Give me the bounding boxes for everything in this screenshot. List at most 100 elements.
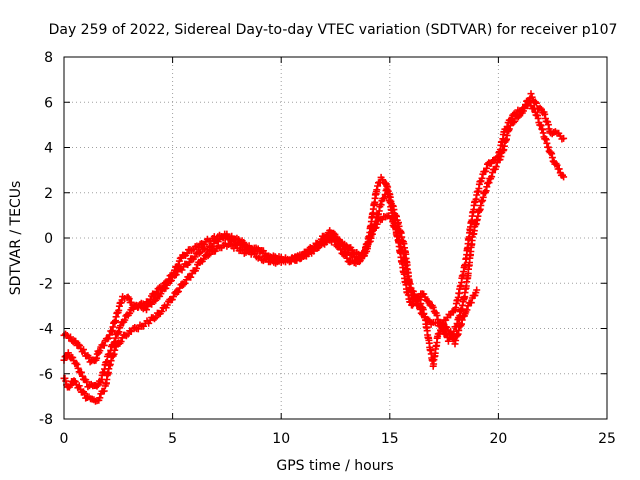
data-point bbox=[355, 258, 363, 266]
data-point bbox=[506, 122, 514, 130]
data-point bbox=[204, 252, 212, 260]
data-point bbox=[380, 194, 388, 202]
data-point bbox=[483, 164, 491, 172]
data-point bbox=[72, 359, 80, 367]
data-point bbox=[100, 341, 108, 349]
data-point bbox=[100, 387, 108, 395]
data-point bbox=[80, 346, 87, 354]
data-point bbox=[553, 161, 561, 169]
data-point bbox=[195, 249, 203, 257]
y-tick-label: 2 bbox=[44, 186, 53, 202]
data-point bbox=[360, 249, 368, 257]
data-point bbox=[510, 118, 518, 126]
x-axis-label: GPS time / hours bbox=[276, 458, 393, 474]
data-point bbox=[497, 153, 505, 161]
x-tick-label: 5 bbox=[168, 431, 177, 447]
data-point bbox=[536, 104, 544, 112]
data-point bbox=[126, 309, 134, 317]
data-point bbox=[157, 290, 165, 298]
data-point bbox=[193, 265, 200, 272]
data-point bbox=[180, 281, 187, 288]
data-point bbox=[447, 311, 455, 319]
data-point bbox=[433, 311, 441, 319]
data-point bbox=[74, 364, 82, 372]
data-point bbox=[125, 295, 133, 303]
data-point bbox=[76, 341, 84, 349]
data-point bbox=[425, 298, 433, 306]
data-point bbox=[168, 277, 175, 284]
data-point bbox=[70, 377, 78, 385]
data-point bbox=[519, 107, 527, 115]
data-point bbox=[438, 324, 446, 332]
axis-ticks: 0 5 10 15 20 25 -8 -6 -4 -2 0 2 4 6 8 bbox=[39, 50, 616, 447]
data-point bbox=[323, 232, 331, 240]
data-point bbox=[178, 266, 186, 274]
data-point bbox=[560, 134, 568, 142]
y-axis-label: SDTVAR / TECUs bbox=[8, 181, 24, 296]
data-point bbox=[467, 299, 475, 307]
data-point bbox=[185, 259, 193, 266]
y-tick-label: 8 bbox=[44, 50, 53, 66]
y-tick-label: 0 bbox=[44, 231, 53, 247]
data-point bbox=[511, 117, 519, 125]
data-point bbox=[303, 249, 311, 257]
data-point bbox=[200, 255, 208, 263]
data-point bbox=[96, 394, 104, 402]
y-tick-label: 4 bbox=[44, 141, 53, 157]
data-point bbox=[67, 333, 74, 341]
x-tick-label: 15 bbox=[381, 431, 399, 447]
data-point bbox=[187, 273, 195, 281]
data-point bbox=[488, 173, 496, 181]
data-point bbox=[77, 368, 85, 376]
x-tick-label: 25 bbox=[598, 431, 616, 447]
data-point bbox=[526, 98, 534, 106]
data-point bbox=[373, 186, 381, 194]
data-point bbox=[425, 316, 432, 324]
data-point bbox=[341, 250, 348, 258]
data-point bbox=[71, 378, 79, 386]
data-point bbox=[548, 150, 556, 158]
data-point bbox=[191, 253, 199, 261]
data-point bbox=[343, 245, 351, 252]
data-points bbox=[60, 90, 568, 405]
data-point bbox=[117, 322, 124, 330]
data-point bbox=[62, 377, 70, 385]
data-point bbox=[331, 230, 339, 238]
data-point bbox=[342, 251, 350, 259]
data-point bbox=[170, 293, 177, 301]
data-point bbox=[73, 361, 81, 368]
data-point bbox=[183, 249, 191, 257]
data-point bbox=[473, 286, 481, 294]
plot-frame bbox=[63, 56, 608, 420]
data-point bbox=[337, 246, 345, 254]
data-point bbox=[230, 236, 238, 244]
data-point bbox=[343, 254, 351, 262]
x-tick-label: 10 bbox=[272, 431, 290, 447]
data-point bbox=[357, 253, 365, 261]
data-point bbox=[298, 254, 305, 261]
data-point bbox=[416, 306, 424, 313]
data-point bbox=[478, 174, 486, 182]
data-point bbox=[420, 310, 427, 318]
data-point bbox=[528, 93, 536, 101]
data-point bbox=[67, 381, 74, 389]
data-point bbox=[64, 349, 72, 357]
data-point bbox=[158, 308, 166, 315]
y-tick-label: 6 bbox=[44, 95, 53, 111]
data-point bbox=[429, 303, 437, 311]
data-point bbox=[530, 104, 538, 112]
data-point bbox=[148, 300, 156, 308]
x-tick-label: 0 bbox=[60, 431, 69, 447]
chart-title: Day 259 of 2022, Sidereal Day-to-day VTE… bbox=[49, 22, 618, 38]
data-point bbox=[444, 337, 452, 345]
data-point bbox=[527, 90, 535, 98]
data-point bbox=[175, 288, 182, 295]
data-point bbox=[117, 338, 125, 345]
data-point bbox=[181, 279, 189, 287]
data-point bbox=[331, 237, 339, 245]
data-point bbox=[336, 243, 343, 251]
data-point bbox=[421, 293, 429, 301]
data-point bbox=[163, 301, 171, 309]
data-point bbox=[163, 281, 171, 289]
